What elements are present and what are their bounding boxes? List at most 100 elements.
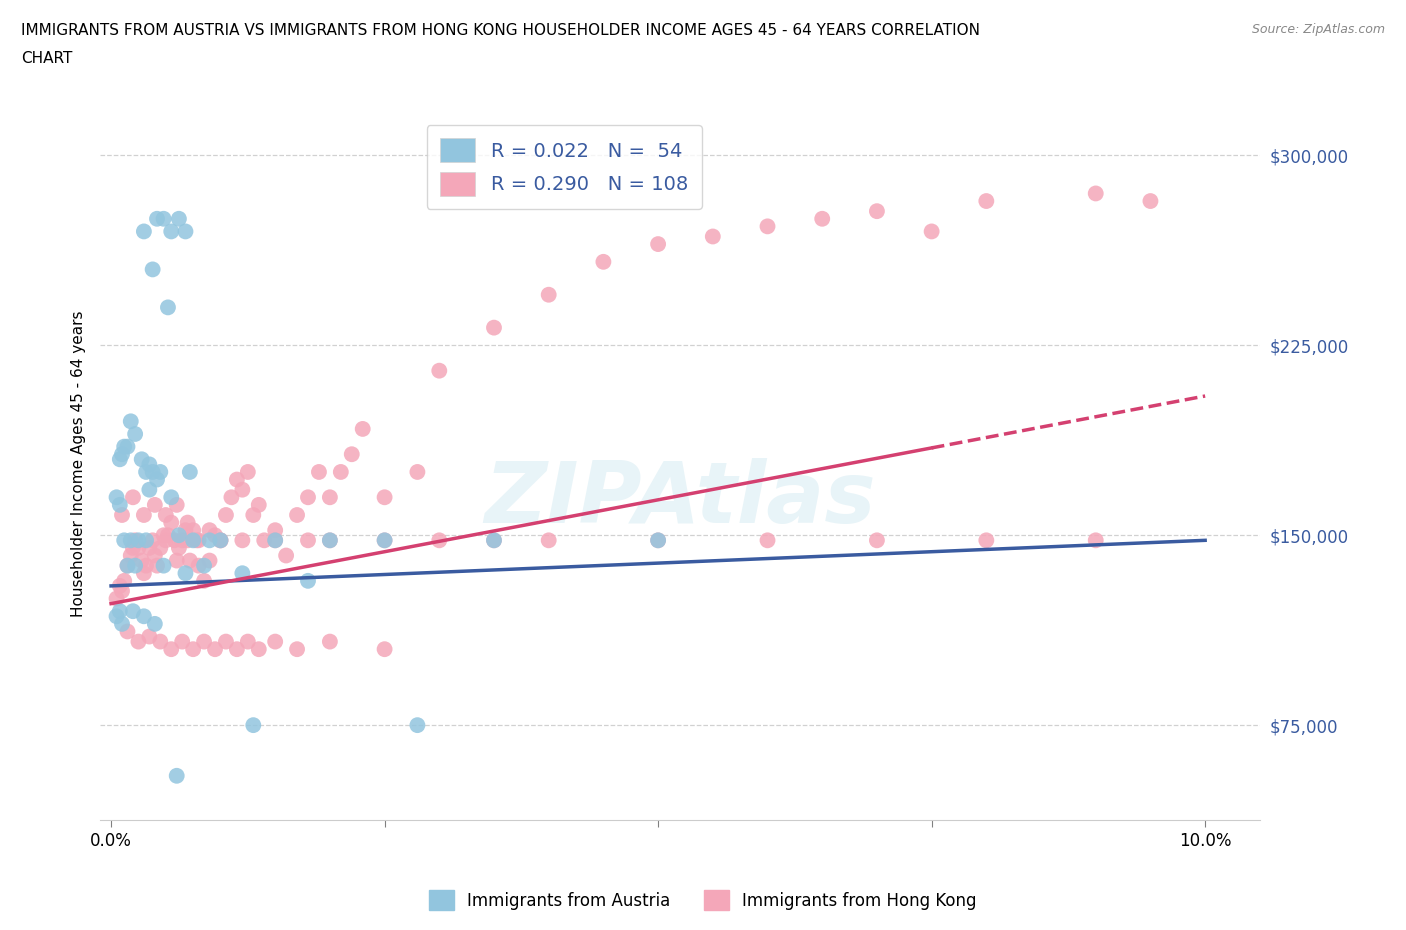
Point: [297, 533, 319, 548]
Y-axis label: Householder Income Ages 45 - 64 years: Householder Income Ages 45 - 64 years: [72, 311, 86, 618]
Point: [120, 533, 142, 548]
Point: [374, 642, 396, 657]
Legend: Immigrants from Austria, Immigrants from Hong Kong: Immigrants from Austria, Immigrants from…: [422, 884, 984, 917]
Point: [209, 533, 232, 548]
Point: [319, 533, 342, 548]
Point: [866, 204, 889, 219]
Point: [172, 533, 194, 548]
Point: [155, 533, 177, 548]
Point: [406, 718, 429, 733]
Point: [124, 533, 146, 548]
Point: [297, 574, 319, 589]
Point: [308, 464, 330, 479]
Point: [225, 642, 247, 657]
Point: [427, 533, 450, 548]
Point: [149, 540, 172, 555]
Point: [155, 508, 177, 523]
Point: [193, 634, 215, 649]
Point: [221, 490, 243, 505]
Point: [374, 490, 396, 505]
Point: [242, 508, 264, 523]
Point: [236, 634, 259, 649]
Point: [142, 464, 165, 479]
Point: [537, 533, 560, 548]
Point: [176, 533, 198, 548]
Point: [179, 464, 201, 479]
Point: [105, 609, 128, 624]
Point: [108, 498, 131, 512]
Point: [1084, 533, 1107, 548]
Point: [186, 533, 208, 548]
Point: [117, 558, 139, 573]
Point: [702, 229, 724, 244]
Point: [127, 634, 149, 649]
Point: [482, 320, 505, 335]
Point: [132, 609, 155, 624]
Point: [319, 634, 342, 649]
Point: [149, 634, 172, 649]
Point: [482, 533, 505, 548]
Point: [166, 498, 188, 512]
Point: [117, 624, 139, 639]
Point: [160, 642, 183, 657]
Point: [149, 464, 172, 479]
Point: [111, 508, 134, 523]
Point: [132, 565, 155, 580]
Point: [264, 523, 287, 538]
Point: [976, 193, 998, 208]
Point: [174, 224, 197, 239]
Point: [976, 533, 998, 548]
Point: [236, 464, 259, 479]
Point: [127, 533, 149, 548]
Point: [132, 508, 155, 523]
Point: [122, 604, 145, 618]
Point: [198, 533, 221, 548]
Point: [406, 464, 429, 479]
Point: [231, 565, 253, 580]
Point: [112, 574, 135, 589]
Point: [122, 490, 145, 505]
Point: [756, 533, 779, 548]
Point: [181, 523, 204, 538]
Point: [1139, 193, 1161, 208]
Point: [135, 533, 157, 548]
Point: [319, 490, 342, 505]
Point: [866, 533, 889, 548]
Point: [124, 558, 146, 573]
Point: [127, 540, 149, 555]
Point: [215, 634, 238, 649]
Point: [187, 533, 209, 548]
Point: [167, 211, 190, 226]
Point: [247, 642, 270, 657]
Point: [152, 528, 174, 543]
Text: ZIPAtlas: ZIPAtlas: [484, 458, 876, 541]
Point: [131, 553, 153, 568]
Point: [198, 553, 221, 568]
Point: [108, 578, 131, 593]
Point: [160, 515, 183, 530]
Point: [215, 508, 238, 523]
Point: [160, 224, 183, 239]
Point: [111, 617, 134, 631]
Point: [143, 548, 166, 563]
Point: [111, 583, 134, 598]
Text: CHART: CHART: [21, 51, 73, 66]
Point: [174, 523, 197, 538]
Point: [174, 565, 197, 580]
Point: [138, 540, 160, 555]
Point: [166, 768, 188, 783]
Point: [166, 553, 188, 568]
Point: [172, 634, 194, 649]
Point: [135, 464, 157, 479]
Point: [111, 446, 134, 461]
Point: [179, 553, 201, 568]
Point: [285, 642, 308, 657]
Point: [117, 439, 139, 454]
Point: [152, 558, 174, 573]
Point: [138, 457, 160, 472]
Point: [811, 211, 834, 226]
Point: [242, 718, 264, 733]
Point: [156, 300, 179, 315]
Point: [225, 472, 247, 487]
Point: [647, 533, 669, 548]
